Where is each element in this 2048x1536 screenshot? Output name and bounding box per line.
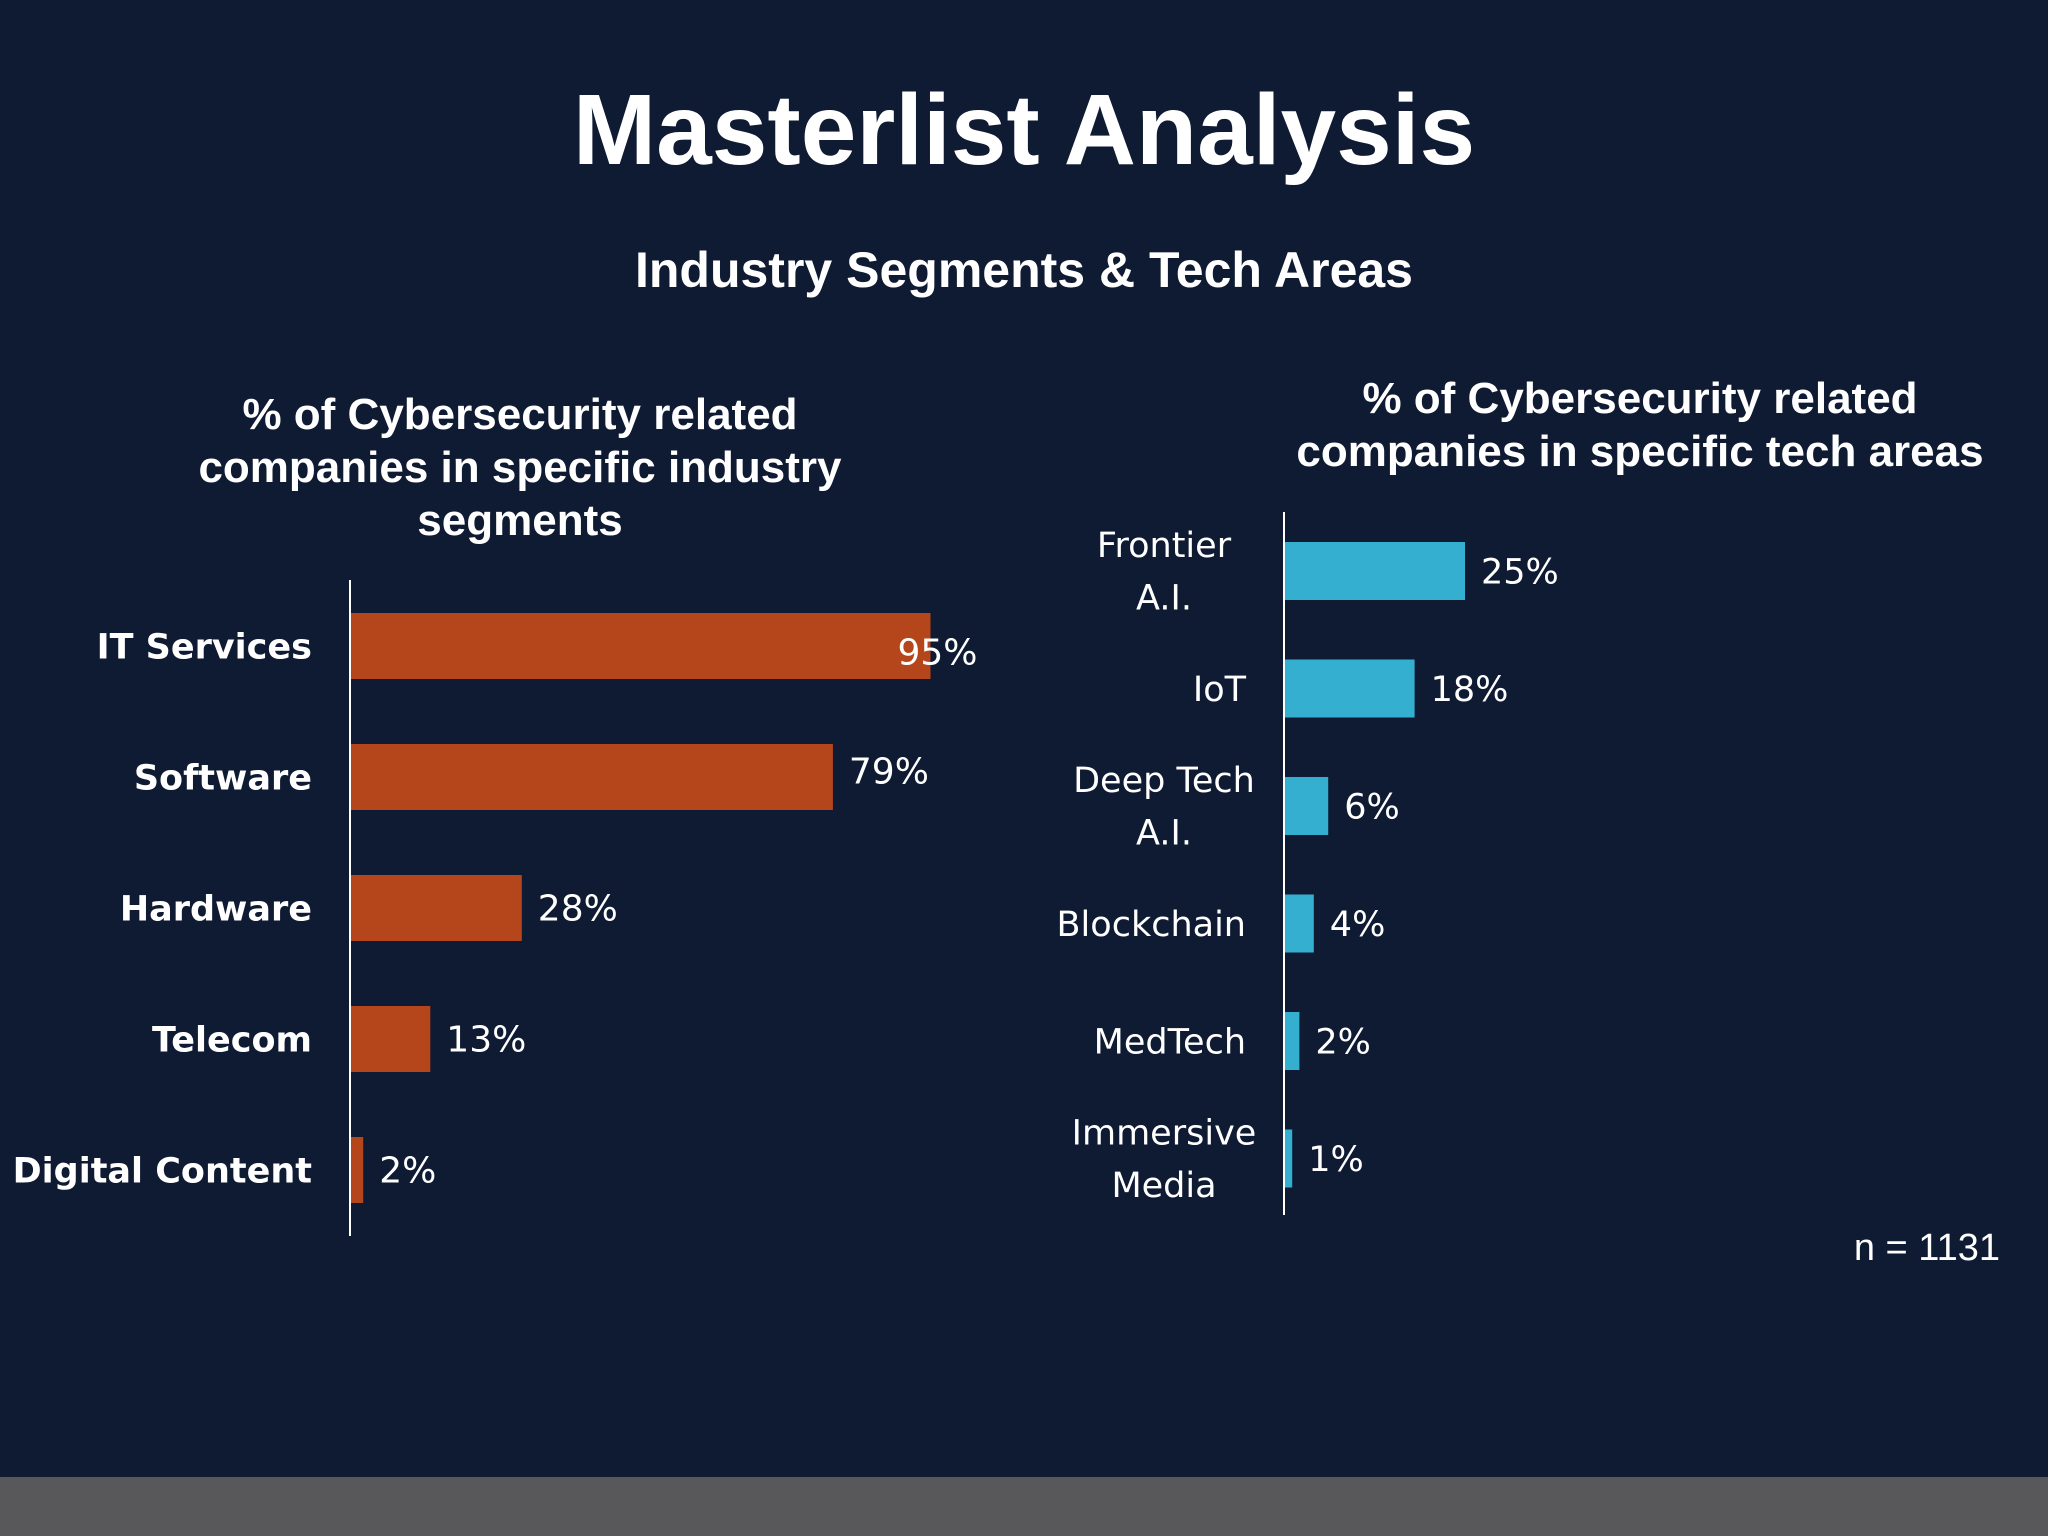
right-category-label-blockchain: Blockchain (1057, 905, 1246, 945)
right-chart-title: % of Cybersecurity related companies in … (1296, 374, 1984, 476)
right-value-label-frontier-a-i: 25% (1481, 552, 1559, 592)
right-category-label-frontier-a-i: Frontier A.I. (1097, 526, 1232, 619)
left-value-label-it-services: 95% (898, 633, 978, 674)
right-category-label-iot: IoT (1193, 670, 1247, 710)
left-category-label-it-services: IT Services (97, 627, 312, 667)
right-category-label-deep-tech-a-i: Deep Tech A.I. (1073, 761, 1255, 854)
right-bar-iot (1285, 659, 1415, 718)
page-subtitle: Industry Segments & Tech Areas (634, 242, 1413, 298)
left-value-label-software: 79% (849, 752, 929, 793)
page-title: Masterlist Analysis (572, 74, 1476, 186)
sample-size-note: n = 1131 (1853, 1227, 2000, 1269)
right-value-label-iot: 18% (1431, 670, 1509, 710)
right-bar-deep-tech-a-i (1285, 777, 1329, 835)
left-value-label-telecom: 13% (446, 1020, 526, 1061)
right-value-label-blockchain: 4% (1330, 905, 1386, 945)
left-category-label-telecom: Telecom (152, 1020, 312, 1060)
left-value-label-digital-content: 2% (379, 1151, 436, 1192)
left-chart-title: % of Cybersecurity related companies in … (198, 390, 842, 545)
left-bar-it-services (351, 613, 931, 679)
right-bar-frontier-a-i (1285, 542, 1465, 600)
right-value-label-deep-tech-a-i: 6% (1344, 787, 1400, 827)
right-value-label-medtech: 2% (1315, 1022, 1371, 1062)
right-category-label-medtech: MedTech (1094, 1022, 1246, 1062)
left-bar-telecom (351, 1006, 431, 1072)
right-category-label-immersive-media: Immersive Media (1072, 1114, 1257, 1207)
left-category-label-digital-content: Digital Content (13, 1151, 312, 1191)
left-bar-software (351, 744, 833, 810)
right-bar-immersive-media (1285, 1129, 1293, 1188)
footer-bar (0, 1477, 2048, 1536)
left-bar-digital-content (351, 1137, 364, 1203)
left-bar-hardware (351, 875, 522, 941)
left-value-label-hardware: 28% (538, 889, 618, 930)
slide: Masterlist Analysis Industry Segments & … (12, 74, 2000, 1269)
right-bar-blockchain (1285, 894, 1314, 953)
left-category-label-software: Software (134, 758, 312, 798)
right-value-label-immersive-media: 1% (1308, 1140, 1364, 1180)
charts-canvas: 95% IT Services 79% Software 28% Hardware 13% T… (13, 512, 1559, 1236)
left-category-label-hardware: Hardware (120, 889, 312, 929)
right-bar-medtech (1285, 1012, 1300, 1070)
